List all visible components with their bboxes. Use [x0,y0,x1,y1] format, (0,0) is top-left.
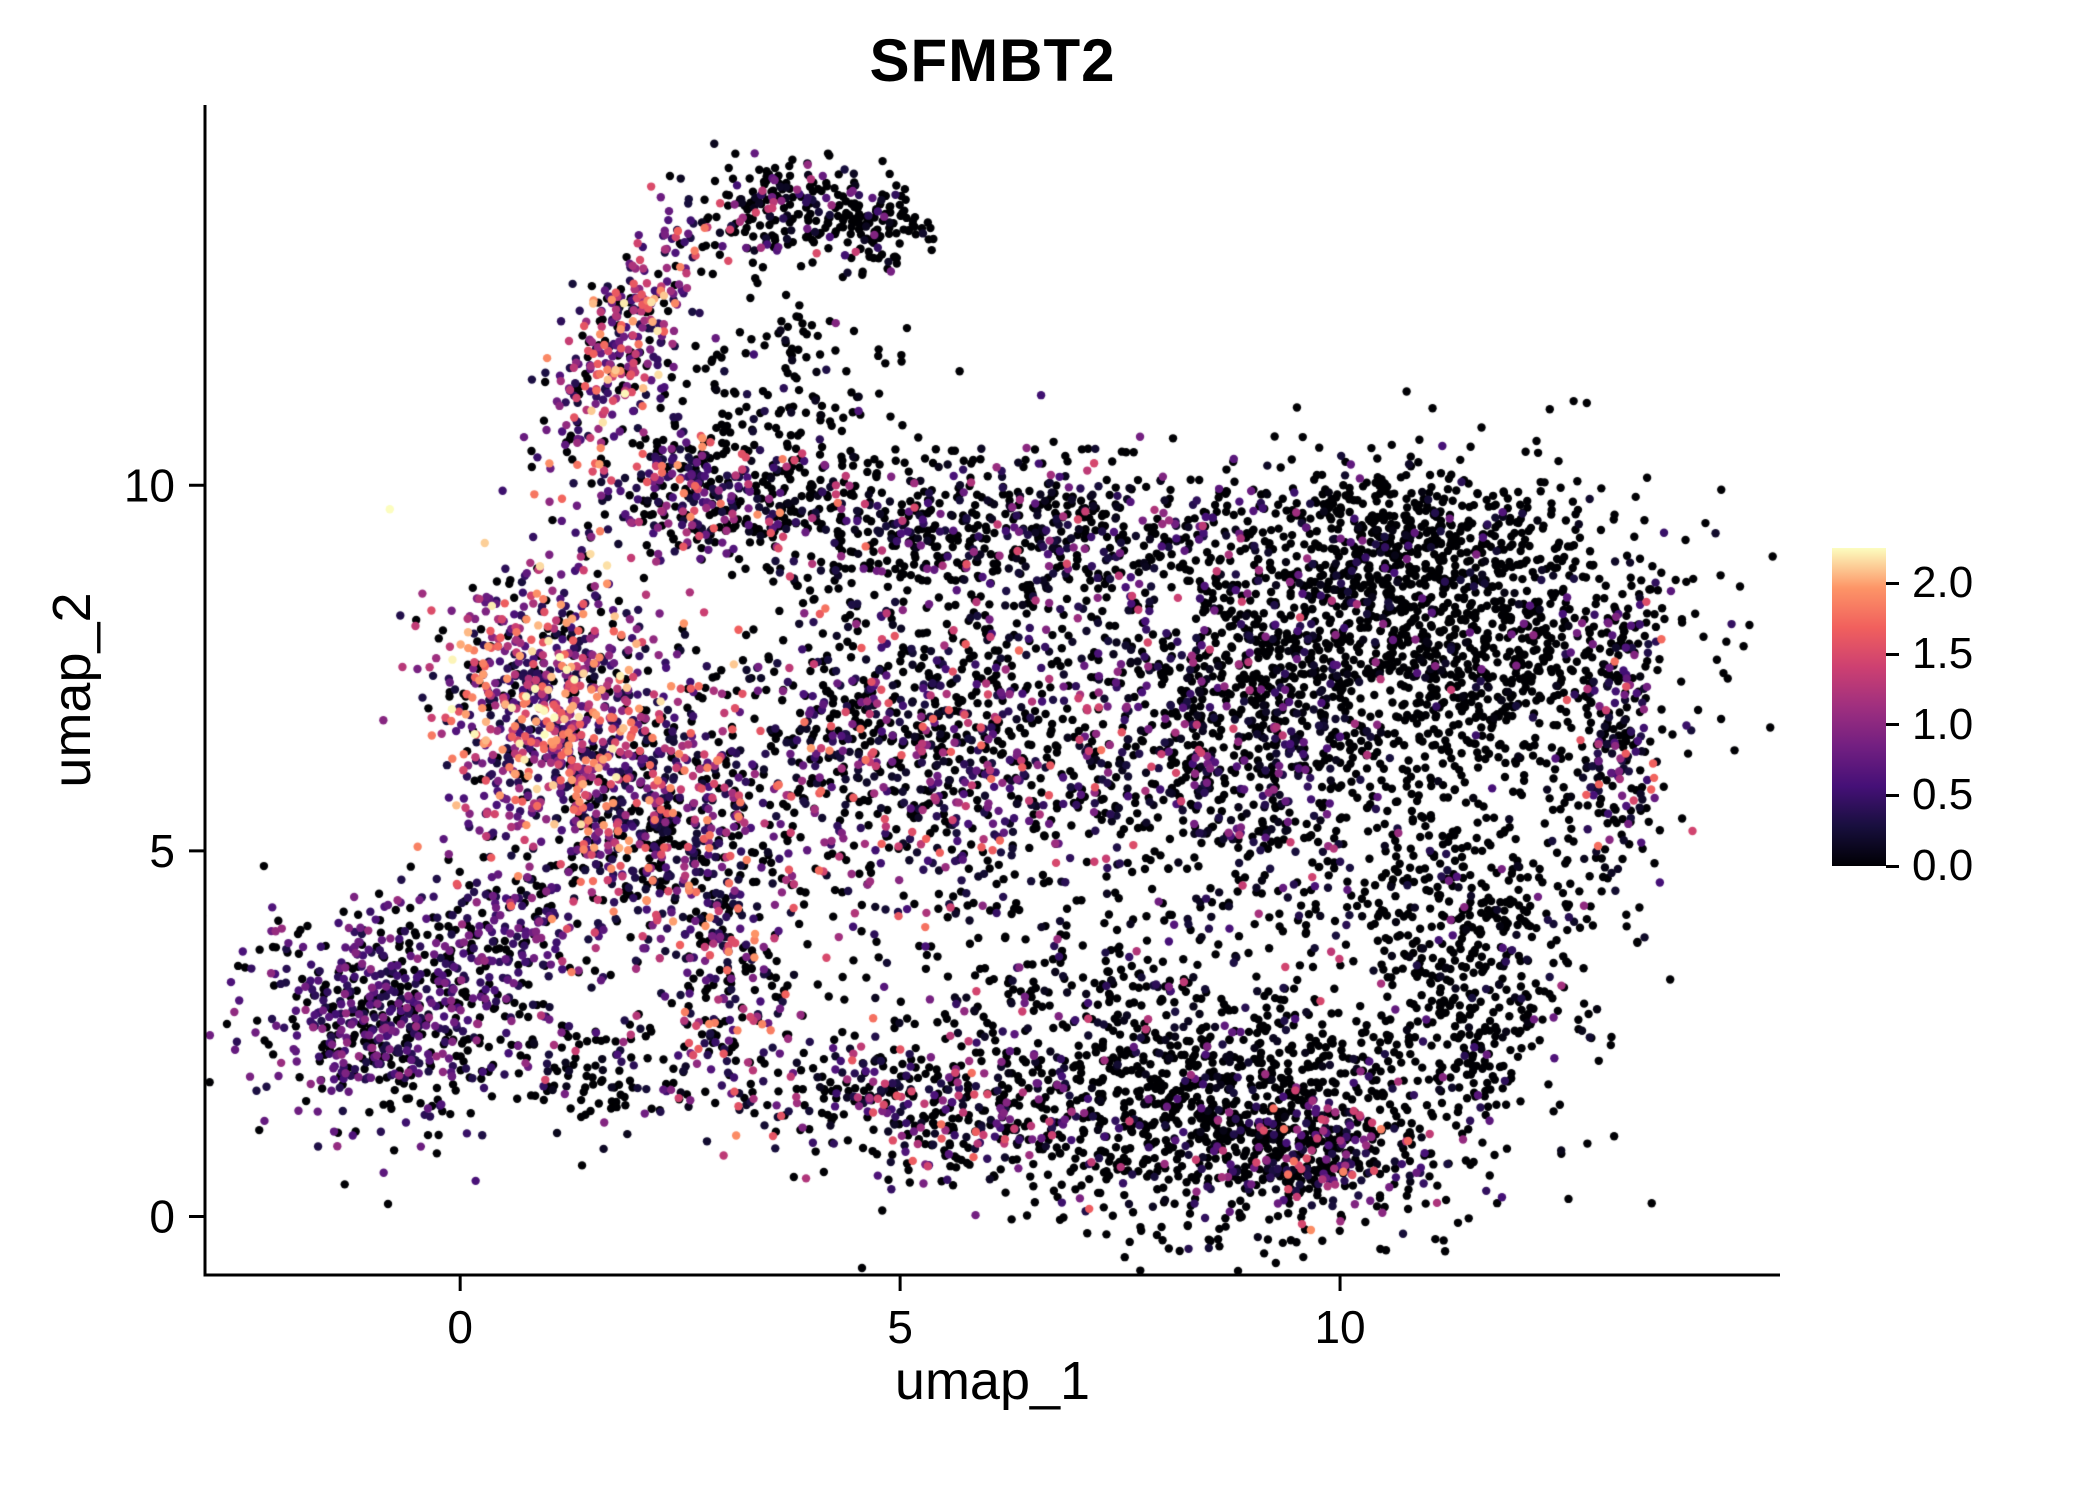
colorbar-tick-mark [1886,793,1899,797]
colorbar-tick-label: 0.0 [1912,841,1974,890]
y-axis-label: umap_2 [42,592,102,788]
y-tick-label: 10 [124,459,175,511]
colorbar-tick-label: 2.0 [1912,558,1974,608]
colorbar-legend: 2.0 1.5 1.0 0.5 0.0 [1832,548,2100,890]
x-tick-label: 0 [447,1301,473,1353]
colorbar-tick-mark [1886,723,1899,727]
y-tick-label: 5 [149,825,175,877]
colorbar-tick-mark [1886,864,1899,868]
scatter-plot-canvas [205,105,1780,1275]
colorbar-tick-mark [1886,652,1899,656]
x-tick-label: 10 [1314,1301,1365,1353]
colorbar-tick-label: 1.5 [1912,629,1974,678]
x-tick-label: 5 [887,1301,913,1353]
colorbar-tick-label: 1.0 [1912,699,1974,749]
colorbar-tick-label: 0.5 [1912,770,1974,820]
y-tick-label: 0 [149,1191,175,1243]
colorbar-gradient [1832,548,1886,866]
colorbar-tick-mark [1886,581,1899,585]
x-axis-label: umap_1 [894,1351,1091,1411]
chart-title: SFMBT2 [869,27,1116,94]
